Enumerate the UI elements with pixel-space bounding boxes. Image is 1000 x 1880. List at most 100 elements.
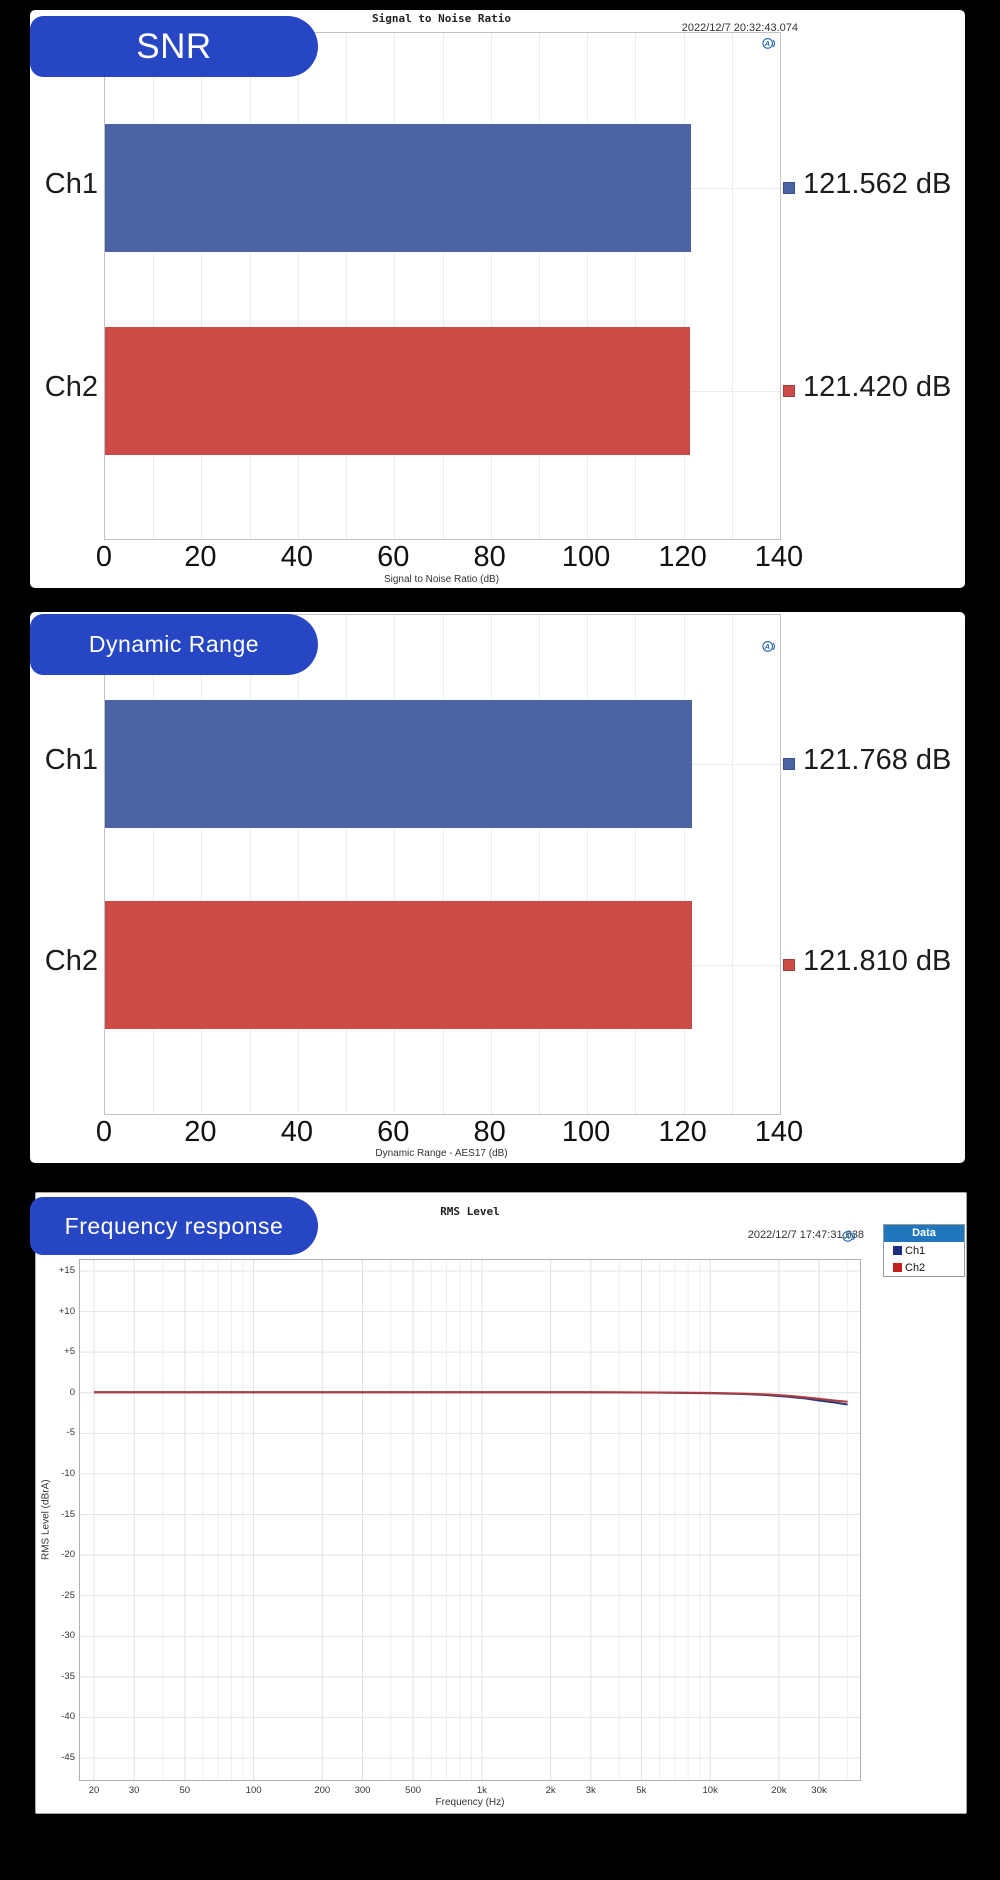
x-tick-label: 0 <box>95 541 113 573</box>
x-tick-label: 20 <box>184 1116 217 1148</box>
x-tick-label: 300 <box>354 1785 371 1796</box>
dynamic-range-plot-area <box>104 614 781 1115</box>
value-label: 121.810 dB <box>803 945 952 977</box>
gridline <box>346 615 348 1114</box>
x-tick-label: 1k <box>476 1785 487 1796</box>
gridline <box>587 615 589 1114</box>
x-tick-label: 80 <box>473 1116 506 1148</box>
x-tick-label: 140 <box>754 1116 804 1148</box>
ap-logo-icon: A <box>762 38 775 49</box>
ap-logo-icon: A <box>842 1231 855 1242</box>
value-marker <box>783 385 795 397</box>
x-tick-label: 60 <box>377 541 410 573</box>
x-tick-label: 140 <box>754 541 804 573</box>
frequency-response-panel: RMS Level 2022/12/7 17:47:31.638 A Data … <box>35 1192 967 1814</box>
bar <box>105 901 693 1029</box>
gridline <box>442 33 444 539</box>
y-tick-label: -10 <box>61 1467 75 1479</box>
y-tick-label: -45 <box>61 1752 75 1764</box>
bar <box>105 700 693 828</box>
x-tick-label: 120 <box>658 541 707 573</box>
svg-text:A: A <box>844 1232 850 1241</box>
gridline <box>731 615 733 1114</box>
rms-graph-title: RMS Level <box>440 1205 500 1218</box>
x-tick-label: 50 <box>179 1785 191 1796</box>
legend-swatch <box>893 1246 902 1255</box>
ap-logo-icon: A <box>762 641 775 652</box>
bar <box>105 327 691 455</box>
gridline <box>201 615 203 1114</box>
gridline <box>249 615 251 1114</box>
dynamic-range-x-axis-title: Dynamic Range - AES17 (dB) <box>375 1148 508 1159</box>
dynamic-range-panel: A Ch1 Ch2 121.768 dB 121.810 dB 0 20 40 60 80 1… <box>30 612 965 1163</box>
series-ch2 <box>93 1391 848 1403</box>
rms-x-axis-title: Frequency (Hz) <box>435 1797 505 1808</box>
y-tick-label: 0 <box>69 1386 75 1398</box>
gridline <box>538 615 540 1114</box>
snr-graph-title: Signal to Noise Ratio <box>371 12 512 25</box>
y-tick-label: -20 <box>61 1549 75 1561</box>
y-tick-label: +5 <box>64 1346 75 1358</box>
badge-dynamic-range: Dynamic Range <box>30 614 318 675</box>
value-label: 121.420 dB <box>803 371 952 403</box>
gridline <box>635 615 637 1114</box>
badge-snr: SNR <box>30 16 318 77</box>
gridline <box>153 615 155 1114</box>
svg-text:A: A <box>764 642 770 651</box>
legend-label: Ch2 <box>905 1261 926 1274</box>
legend-entries: Ch1 Ch2 <box>884 1242 964 1276</box>
gridline <box>297 615 299 1114</box>
snr-plot-area <box>104 32 781 540</box>
value-marker <box>783 758 795 770</box>
x-tick-label: 20 <box>184 541 217 573</box>
x-tick-label: 100 <box>561 1116 611 1148</box>
y-tick-label: -35 <box>61 1670 75 1682</box>
x-tick-label: 2k <box>545 1785 556 1796</box>
x-tick-label: 5k <box>636 1785 647 1796</box>
y-tick-label: -25 <box>61 1589 75 1601</box>
value-label: 121.562 dB <box>803 168 952 200</box>
gridline <box>394 33 396 539</box>
plot-border <box>79 1259 861 1781</box>
gridline <box>153 33 155 539</box>
badge-frequency-response: Frequency response <box>30 1197 318 1255</box>
category-label: Ch1 <box>44 168 98 200</box>
x-tick-label: 80 <box>473 541 506 573</box>
value-label: 121.768 dB <box>803 744 952 776</box>
gridline <box>683 615 685 1114</box>
gridline <box>346 33 348 539</box>
gridline <box>201 33 203 539</box>
bar <box>105 124 692 252</box>
y-tick-label: -5 <box>66 1427 75 1439</box>
legend-box: Data Ch1 Ch2 <box>883 1224 965 1277</box>
y-tick-label: -40 <box>61 1711 75 1723</box>
gridline <box>635 33 637 539</box>
x-tick-label: 40 <box>280 1116 314 1148</box>
y-tick-label: +15 <box>58 1265 75 1276</box>
svg-text:A: A <box>764 39 770 48</box>
rms-y-axis-title: RMS Level (dBrA) <box>40 1479 52 1561</box>
legend-label: Ch1 <box>905 1244 926 1257</box>
x-tick-label: 100 <box>245 1785 262 1796</box>
gridline <box>683 33 685 539</box>
x-tick-label: 60 <box>377 1116 410 1148</box>
gridline <box>490 33 492 539</box>
x-tick-label: 200 <box>314 1785 331 1796</box>
category-label: Ch1 <box>44 744 98 776</box>
legend-swatch <box>893 1263 902 1272</box>
y-tick-label: -15 <box>61 1508 75 1520</box>
category-label: Ch2 <box>44 945 98 977</box>
gridline <box>442 615 444 1114</box>
x-tick-label: 30k <box>811 1785 827 1796</box>
legend-entry: Ch2 <box>884 1259 964 1276</box>
rms-plot-area <box>79 1259 861 1781</box>
gridline <box>249 33 251 539</box>
legend-header: Data <box>884 1225 964 1242</box>
snr-panel: Signal to Noise Ratio 2022/12/7 20:32:43… <box>30 10 965 588</box>
x-tick-label: 500 <box>405 1785 422 1796</box>
value-marker <box>783 182 795 194</box>
x-tick-label: 10k <box>702 1785 718 1796</box>
x-tick-label: 0 <box>95 1116 113 1148</box>
gridline <box>587 33 589 539</box>
